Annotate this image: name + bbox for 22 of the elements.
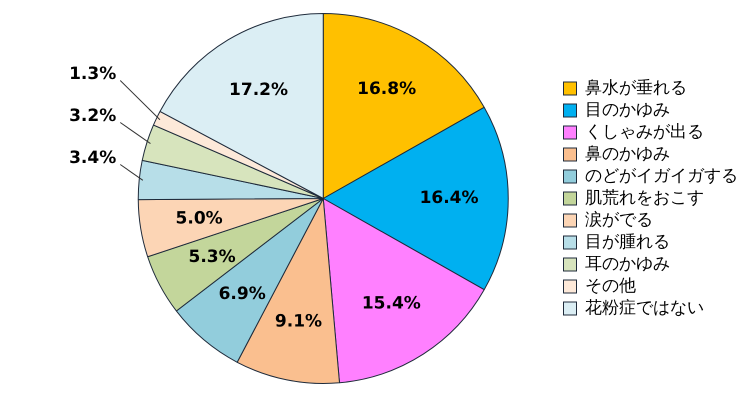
legend-label: その他: [585, 276, 636, 296]
data-label: 1.3%: [69, 64, 116, 84]
legend-label: 目が腫れる: [585, 232, 670, 252]
legend-label: のどがイガイガする: [585, 166, 738, 186]
legend-label: くしゃみが出る: [585, 122, 704, 142]
data-label: 3.2%: [69, 106, 116, 126]
data-label: 5.3%: [188, 246, 236, 267]
data-label: 3.4%: [69, 148, 116, 168]
data-label: 15.4%: [362, 294, 421, 314]
data-label: 6.9%: [218, 284, 266, 304]
data-label: 17.2%: [229, 80, 288, 100]
data-label: 9.1%: [274, 311, 322, 332]
legend-label: 鼻のかゆみ: [585, 144, 670, 164]
legend-label: 目のかゆみ: [585, 100, 670, 120]
legend-label: 涙がでる: [585, 210, 653, 230]
data-label: 16.8%: [357, 79, 416, 100]
legend-label: 肌荒れをおこす: [585, 188, 704, 208]
legend-label: 耳のかゆみ: [585, 254, 670, 274]
legend-label: 花粉症ではない: [585, 298, 704, 318]
data-label: 5.0%: [176, 208, 223, 228]
legend-label: 鼻水が垂れる: [585, 78, 687, 98]
data-label: 16.4%: [420, 188, 479, 208]
